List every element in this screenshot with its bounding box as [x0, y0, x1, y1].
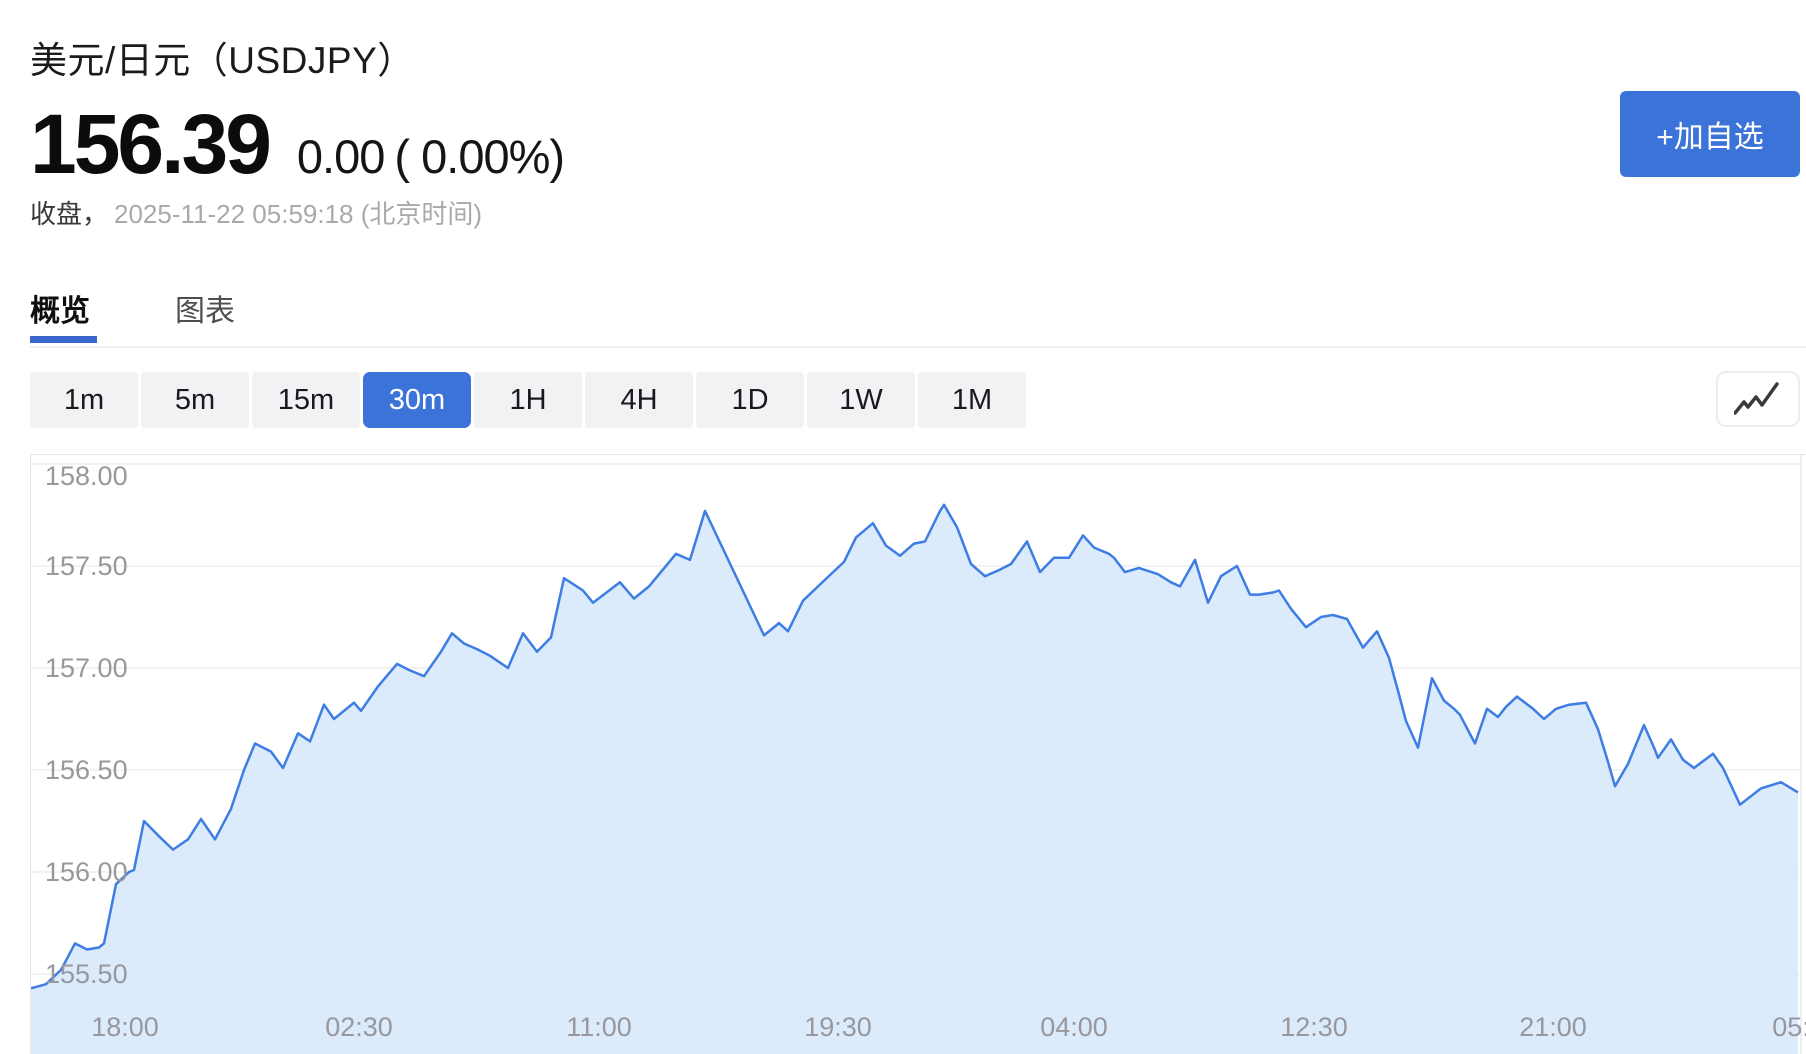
svg-text:12:30: 12:30 [1280, 1012, 1348, 1042]
chart-type-button[interactable] [1716, 371, 1800, 427]
price-change-percent: ( 0.00%) [394, 130, 565, 183]
svg-text:19:30: 19:30 [804, 1012, 872, 1042]
svg-text:156.00: 156.00 [45, 857, 128, 887]
range-button-1mo[interactable]: 1M [918, 372, 1026, 428]
last-price: 156.39 [30, 97, 272, 191]
range-button-1w[interactable]: 1W [807, 372, 915, 428]
tab-divider [30, 346, 1806, 348]
market-status: 收盘， [30, 199, 109, 229]
range-button-1h[interactable]: 1H [474, 372, 582, 428]
svg-text:158.00: 158.00 [45, 461, 128, 491]
svg-text:157.50: 157.50 [45, 551, 128, 581]
line-chart-icon [1734, 382, 1779, 415]
price-chart[interactable]: 158.00 157.50 157.00 156.50 156.00 155.50 18:0… [30, 454, 1806, 1054]
price-change: 0.00 [296, 130, 385, 183]
svg-text:04:00: 04:00 [1040, 1012, 1108, 1042]
area-chart-canvas: 158.00 157.50 157.00 156.50 156.00 155.50 18:0… [31, 455, 1806, 1054]
tab-overview[interactable]: 概览 [30, 295, 90, 328]
range-button-1m[interactable]: 1m [30, 372, 138, 428]
svg-text:21:00: 21:00 [1519, 1012, 1587, 1042]
svg-text:11:00: 11:00 [566, 1012, 632, 1042]
range-button-4h[interactable]: 4H [585, 372, 693, 428]
page-title: 美元/日元（USDJPY） [30, 40, 415, 81]
range-button-1d[interactable]: 1D [696, 372, 804, 428]
active-tab-indicator [30, 336, 97, 343]
svg-text:05:30: 05:30 [1772, 1012, 1806, 1042]
range-button-30m[interactable]: 30m [363, 372, 471, 428]
range-button-5m[interactable]: 5m [141, 372, 249, 428]
interval-selector: 1m 5m 15m 30m 1H 4H 1D 1W 1M [30, 372, 1026, 428]
tab-chart[interactable]: 图表 [175, 295, 235, 328]
svg-text:155.50: 155.50 [45, 959, 128, 989]
svg-text:02:30: 02:30 [325, 1012, 393, 1042]
price-row: 156.39 0.00 ( 0.00%) [30, 97, 565, 191]
add-watchlist-button[interactable]: +加自选 [1620, 91, 1800, 177]
svg-text:157.00: 157.00 [45, 653, 128, 683]
market-status-row: 收盘， 2025-11-22 05:59:18 (北京时间) [30, 194, 482, 231]
close-timestamp: 2025-11-22 05:59:18 (北京时间) [114, 199, 483, 229]
svg-text:18:00: 18:00 [91, 1012, 159, 1042]
svg-text:156.50: 156.50 [45, 755, 128, 785]
range-button-15m[interactable]: 15m [252, 372, 360, 428]
